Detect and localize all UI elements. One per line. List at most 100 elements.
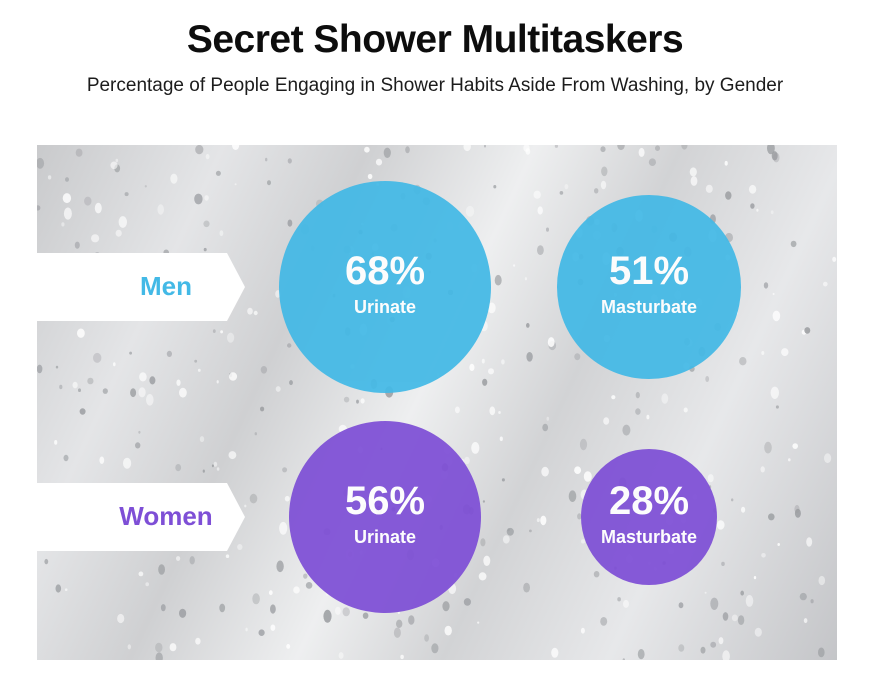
water-drop (305, 582, 313, 589)
water-drop (157, 204, 164, 215)
water-drop (375, 158, 383, 166)
water-drop (581, 539, 585, 544)
water-drop (600, 180, 607, 190)
water-drop (287, 158, 292, 164)
water-drop (276, 560, 284, 573)
water-drop (617, 145, 625, 151)
water-drop (265, 157, 268, 162)
water-drop (216, 467, 220, 471)
water-drop (722, 612, 729, 621)
water-drop (44, 558, 49, 565)
water-drop (364, 146, 370, 153)
water-drop (284, 495, 290, 502)
water-drop (252, 593, 260, 605)
water-drop (169, 643, 177, 652)
water-drop (146, 394, 154, 406)
water-drop (202, 469, 205, 473)
water-drop (124, 192, 129, 197)
water-drop (526, 352, 533, 362)
water-drop (700, 646, 706, 654)
water-drop (818, 575, 826, 586)
water-drop (635, 391, 640, 399)
water-drop (216, 380, 219, 384)
water-drop (87, 377, 94, 385)
water-drop (254, 432, 257, 436)
water-drop (268, 590, 273, 596)
water-drop (646, 414, 650, 420)
water-drop (61, 222, 65, 227)
water-drop (689, 167, 697, 177)
water-drop (525, 148, 531, 155)
water-drop (270, 624, 276, 631)
water-drop (303, 573, 308, 579)
water-drop (804, 327, 811, 334)
water-drop (768, 513, 775, 521)
water-drop (777, 543, 780, 546)
water-drop (771, 151, 778, 161)
water-drop (99, 456, 105, 464)
water-drop (622, 424, 631, 436)
water-drop (593, 571, 600, 578)
water-drop (513, 264, 516, 267)
water-drop (205, 153, 210, 160)
water-drop (480, 538, 486, 547)
water-drop (59, 384, 63, 390)
water-drop (189, 556, 195, 565)
water-drop (110, 161, 118, 170)
water-drop (611, 395, 616, 400)
water-drop (770, 210, 774, 215)
water-drop (580, 627, 585, 634)
water-drop (360, 398, 365, 404)
water-drop (343, 396, 350, 403)
water-drop (63, 207, 72, 220)
water-drop (770, 386, 779, 399)
water-drop (194, 193, 203, 205)
water-drop (91, 234, 100, 243)
water-drop (179, 387, 187, 398)
water-drop (199, 436, 205, 443)
water-drop (507, 528, 510, 532)
water-drop (270, 604, 276, 614)
water-drop (463, 145, 471, 152)
water-drop (253, 310, 258, 316)
water-drop (482, 500, 485, 503)
water-drop (220, 330, 224, 334)
water-drop (113, 362, 116, 367)
water-drop (710, 597, 719, 610)
water-drop (170, 173, 178, 184)
water-drop (482, 378, 488, 386)
water-drop (559, 191, 564, 195)
water-drop (63, 454, 69, 462)
water-drop (356, 399, 359, 404)
water-drop (761, 553, 766, 558)
water-drop (471, 442, 480, 454)
water-drop (286, 644, 291, 649)
water-drop (818, 647, 825, 658)
water-drop (408, 615, 415, 625)
water-drop (478, 572, 487, 581)
chart-subtitle: Percentage of People Engaging in Shower … (86, 75, 784, 96)
water-drop (65, 177, 69, 182)
water-drop (622, 658, 625, 660)
water-drop (166, 350, 172, 357)
water-drop (138, 387, 146, 398)
water-drop (794, 508, 801, 518)
water-drop (194, 359, 198, 363)
water-drop (335, 606, 341, 615)
water-drop (396, 619, 403, 628)
water-drop (228, 451, 237, 460)
water-drop (115, 229, 122, 237)
water-drop (55, 584, 62, 593)
water-drop (78, 388, 81, 392)
water-drop (481, 358, 485, 364)
water-drop (772, 310, 781, 322)
water-drop (501, 359, 505, 365)
water-drop (731, 614, 738, 622)
water-drop (623, 599, 629, 608)
water-drop (638, 147, 645, 157)
water-drop (564, 184, 569, 190)
water-drop (37, 157, 45, 169)
water-drop (748, 184, 757, 194)
water-drop (118, 216, 128, 228)
water-drop (138, 430, 141, 434)
